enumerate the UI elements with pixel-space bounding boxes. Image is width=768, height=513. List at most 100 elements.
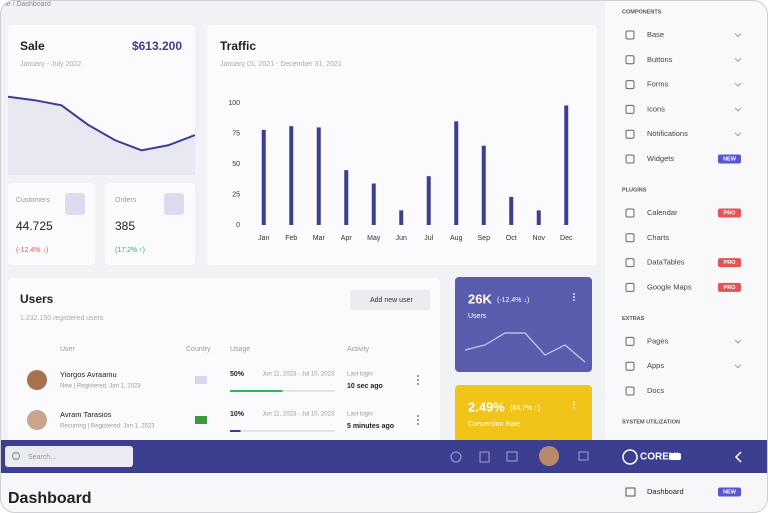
card-subtitle: January 01, 2021 - December 31, 2021 <box>220 61 342 68</box>
activity-label: Last login <box>347 372 373 378</box>
users-card <box>8 278 440 448</box>
nav-item[interactable]: Notifications <box>647 129 688 138</box>
nav-icon <box>625 80 635 90</box>
x-tick-label: Aug <box>450 235 463 242</box>
x-tick-label: Apr <box>341 235 353 242</box>
brand-badge <box>669 453 681 460</box>
bar <box>481 145 486 225</box>
badge-label: NEW <box>723 156 737 162</box>
row-menu-dot <box>417 415 419 417</box>
sidebar <box>605 0 768 440</box>
search-icon <box>12 452 20 460</box>
flag <box>195 376 207 384</box>
card-menu-dot <box>573 407 575 409</box>
bar <box>509 196 514 225</box>
x-tick-label: Oct <box>506 235 517 242</box>
user-info: Recurring | Registered: Jan 1, 2023 <box>60 424 155 430</box>
y-tick-label: 50 <box>232 161 240 168</box>
brand-logo <box>622 449 638 465</box>
progress-track <box>230 430 335 432</box>
bar <box>536 210 541 225</box>
nav-item[interactable]: Pages <box>647 336 669 345</box>
stat-label: Customers <box>16 197 50 204</box>
bar <box>399 210 404 225</box>
sidebar-toggle[interactable] <box>734 451 742 463</box>
sale-area <box>8 96 195 175</box>
x-tick-label: May <box>367 235 381 242</box>
nav-item[interactable]: DataTables <box>647 258 685 267</box>
section-title: EXTRAS <box>622 316 645 322</box>
row-menu-dot <box>417 379 419 381</box>
column-header: Country <box>186 346 211 353</box>
mail-icon[interactable] <box>506 451 518 462</box>
stat-label: Users <box>468 313 487 320</box>
stat-value: 44.725 <box>16 219 53 233</box>
stat-change: (84.7% ↑) <box>510 405 540 412</box>
bell-icon[interactable] <box>450 451 462 463</box>
chevron <box>734 107 742 112</box>
nav-item[interactable]: Charts <box>647 233 669 242</box>
nav-item[interactable]: Widgets <box>647 154 674 163</box>
chevron <box>734 364 742 369</box>
nav-item[interactable]: Dashboard <box>647 487 684 496</box>
stat-sparkline <box>464 332 586 363</box>
search-placeholder[interactable]: Search... <box>28 454 56 461</box>
card-title: Sale <box>20 39 45 53</box>
card-subtitle: January - July 2022 <box>20 61 81 68</box>
bar <box>261 129 266 225</box>
tasks-icon[interactable] <box>479 451 490 463</box>
nav-icon <box>625 208 635 218</box>
y-tick-label: 25 <box>232 191 240 198</box>
badge <box>718 282 741 292</box>
search-box[interactable] <box>5 446 133 467</box>
menu-icon[interactable] <box>578 451 589 461</box>
button-label[interactable]: Add new user <box>370 297 413 304</box>
section-title: PLUGINS <box>622 187 647 193</box>
nav-item[interactable]: Apps <box>647 361 664 370</box>
content-header <box>0 472 768 513</box>
row-menu-dot <box>417 383 419 385</box>
progress-bar <box>230 390 283 392</box>
y-tick-label: 0 <box>236 222 240 229</box>
stat-change: (-12.4% ↓) <box>497 297 529 304</box>
badge-label: NEW <box>723 489 737 495</box>
breadcrumb: Home / Dashboard <box>0 1 51 8</box>
activity-value: 10 sec ago <box>347 383 383 390</box>
row-menu-dot <box>417 419 419 421</box>
card-title: Traffic <box>220 39 256 53</box>
column-header: Activity <box>347 346 370 353</box>
card-menu-dot <box>573 299 575 301</box>
badge <box>718 258 741 268</box>
stat-value: 26K <box>468 291 492 306</box>
nav-icon <box>625 258 635 268</box>
nav-icon <box>625 233 635 243</box>
card-title: Users <box>20 292 54 306</box>
nav-item[interactable]: Base <box>647 30 664 39</box>
badge-label: PRO <box>724 260 737 266</box>
user-info: New | Registered: Jan 1, 2023 <box>60 384 141 390</box>
add-user-button[interactable] <box>350 290 430 310</box>
nav-item[interactable]: Icons <box>647 104 665 113</box>
chevron <box>734 33 742 38</box>
nav-item[interactable]: Google Maps <box>647 282 692 291</box>
page-title: Dashboard <box>8 490 92 507</box>
nav-item[interactable]: Calendar <box>647 208 678 217</box>
nav-item[interactable]: Forms <box>647 80 668 89</box>
flag <box>195 416 207 424</box>
nav-item[interactable]: Buttons <box>647 55 673 64</box>
nav-item[interactable]: Docs <box>647 386 664 395</box>
stat-value: 385 <box>115 219 135 233</box>
x-tick-label: Jun <box>396 235 407 242</box>
user-avatar[interactable] <box>539 446 559 466</box>
badge-label: PRO <box>724 285 737 291</box>
stat-label: Conversion Rate <box>468 421 520 428</box>
stat-value: 2.49% <box>468 399 505 414</box>
bar <box>344 170 349 225</box>
activity-label: Last login <box>347 412 373 418</box>
nav-icon <box>625 129 635 139</box>
row-menu-dot <box>417 375 419 377</box>
stat-change: (17.2% ↑) <box>115 247 145 254</box>
card-menu-dot <box>573 404 575 406</box>
nav-icon <box>625 361 635 371</box>
